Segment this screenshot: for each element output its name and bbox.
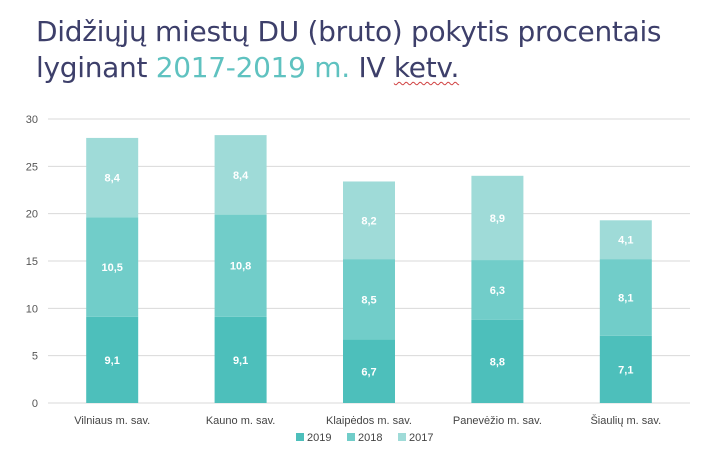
data-label: 9,1 bbox=[233, 355, 248, 367]
y-tick-label: 25 bbox=[26, 161, 38, 173]
bar-segment bbox=[471, 319, 524, 403]
title-line-1: Didžiųjų miestų DU (bruto) pokytis proce… bbox=[36, 15, 662, 48]
data-label: 6,7 bbox=[361, 366, 376, 378]
data-label: 4,1 bbox=[618, 235, 633, 247]
bar-segment bbox=[214, 316, 267, 403]
category-label: Kauno m. sav. bbox=[206, 415, 276, 427]
category-label: Šiaulių m. sav. bbox=[590, 414, 661, 427]
data-label: 7,1 bbox=[618, 364, 633, 376]
chart-title: Didžiųjų miestų DU (bruto) pokytis proce… bbox=[36, 14, 716, 86]
title-line-2-suffix: IV bbox=[349, 51, 394, 84]
legend-label: 2017 bbox=[409, 432, 433, 444]
legend-label: 2019 bbox=[307, 432, 331, 444]
title-line-2-suffix-underlined: ketv. bbox=[393, 51, 460, 84]
data-label: 10,8 bbox=[230, 261, 251, 273]
bar-segment bbox=[343, 259, 395, 340]
data-label: 8,9 bbox=[490, 213, 505, 225]
bar-segment bbox=[86, 137, 139, 218]
title-line-2-prefix: lyginant bbox=[36, 51, 156, 84]
bar-segment bbox=[599, 259, 652, 336]
data-label: 8,4 bbox=[233, 170, 249, 182]
y-tick-label: 15 bbox=[26, 256, 38, 268]
category-label: Panevėžio m. sav. bbox=[453, 415, 542, 427]
bar-segment bbox=[343, 339, 395, 403]
legend-swatch bbox=[398, 433, 406, 441]
data-label: 9,1 bbox=[105, 355, 120, 367]
y-tick-label: 5 bbox=[32, 351, 38, 363]
y-tick-label: 0 bbox=[32, 398, 38, 410]
category-label: Vilniaus m. sav. bbox=[74, 415, 150, 427]
bar-segment bbox=[343, 181, 395, 260]
data-label: 8,8 bbox=[490, 356, 505, 368]
data-label: 8,5 bbox=[361, 294, 376, 306]
legend-swatch bbox=[296, 433, 304, 441]
title-highlight-years: 2017-2019 m. bbox=[155, 51, 350, 84]
y-tick-label: 30 bbox=[26, 114, 38, 126]
category-label: Klaipėdos m. sav. bbox=[326, 415, 412, 427]
data-label: 8,1 bbox=[618, 292, 633, 304]
bar-segment bbox=[214, 135, 267, 215]
data-label: 10,5 bbox=[101, 262, 122, 274]
bar-segment bbox=[599, 220, 652, 260]
bar-segment bbox=[599, 335, 652, 403]
data-label: 6,3 bbox=[490, 285, 505, 297]
bar-segment bbox=[471, 175, 524, 261]
y-tick-label: 10 bbox=[26, 303, 38, 315]
legend-label: 2018 bbox=[358, 432, 382, 444]
y-tick-label: 20 bbox=[26, 209, 38, 221]
title-line-2: lyginant 2017-2019 m. IV ketv. bbox=[36, 50, 716, 86]
bar-segment bbox=[471, 260, 524, 320]
bar-segment bbox=[214, 214, 267, 317]
bar-segment bbox=[86, 316, 139, 403]
legend-swatch bbox=[347, 433, 355, 441]
bar-segment bbox=[86, 217, 139, 317]
data-label: 8,2 bbox=[361, 215, 376, 227]
data-label: 8,4 bbox=[105, 173, 121, 185]
